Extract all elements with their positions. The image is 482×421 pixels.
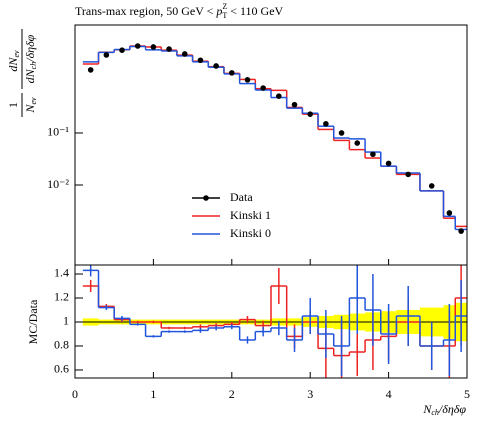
x-tick-label: 0 bbox=[72, 387, 78, 401]
data-point bbox=[260, 85, 266, 91]
data-point bbox=[405, 171, 412, 178]
data-point bbox=[458, 228, 464, 234]
data-point bbox=[276, 93, 282, 99]
ratio-y-label: MC/Data bbox=[26, 299, 40, 344]
data-point bbox=[134, 43, 141, 49]
data-point bbox=[370, 151, 376, 158]
y-tick-label: 10⁻² bbox=[47, 177, 69, 191]
ratio-y-tick-label: 1.4 bbox=[54, 266, 69, 280]
data-point bbox=[87, 67, 94, 73]
chart-title: Trans-max region, 50 GeV < pTZ < 110 GeV bbox=[75, 2, 284, 20]
data-point bbox=[181, 51, 188, 57]
y-label-part: 1 bbox=[6, 102, 20, 108]
y-tick-label: 10⁻¹ bbox=[47, 125, 69, 139]
data-point bbox=[229, 70, 235, 76]
x-tick-label: 3 bbox=[307, 387, 313, 401]
data-point bbox=[291, 101, 298, 108]
data-point bbox=[354, 140, 361, 146]
x-tick-label: 4 bbox=[386, 387, 392, 401]
legend-label: Data bbox=[230, 190, 253, 204]
ratio-y-tick-label: 1.2 bbox=[54, 290, 69, 304]
x-tick-label: 1 bbox=[150, 387, 156, 401]
ratio-y-tick-label: 1 bbox=[63, 314, 69, 328]
y-label-part: dNch/δηδφ bbox=[23, 34, 38, 83]
data-point bbox=[338, 130, 345, 136]
data-point bbox=[428, 183, 435, 189]
data-point bbox=[244, 77, 251, 83]
x-axis-label: Nch/δηδφ bbox=[422, 402, 466, 417]
data-point bbox=[446, 210, 453, 216]
main-plot bbox=[82, 43, 467, 234]
data-point bbox=[103, 52, 110, 58]
data-point bbox=[166, 46, 172, 52]
data-point bbox=[307, 111, 314, 117]
ratio-y-tick-label: 0.8 bbox=[54, 338, 69, 352]
x-tick-label: 5 bbox=[464, 387, 470, 401]
data-point bbox=[119, 47, 125, 54]
data-point bbox=[197, 57, 204, 64]
ratio-y-tick-label: 0.6 bbox=[54, 362, 69, 376]
x-tick-label: 2 bbox=[229, 387, 235, 401]
legend-label: Kinski 0 bbox=[230, 226, 271, 240]
data-point bbox=[323, 121, 329, 127]
y-label-part: dNev bbox=[6, 50, 21, 72]
ratio-plot bbox=[75, 265, 467, 378]
data-point bbox=[213, 63, 219, 69]
legend-marker bbox=[203, 195, 209, 201]
y-axis-label: 1 Nev dNev dNch/δηδφ bbox=[6, 29, 38, 117]
data-point bbox=[150, 44, 157, 50]
y-label-part: Nev bbox=[23, 97, 38, 114]
data-point bbox=[385, 160, 392, 167]
legend-label: Kinski 1 bbox=[230, 208, 271, 222]
